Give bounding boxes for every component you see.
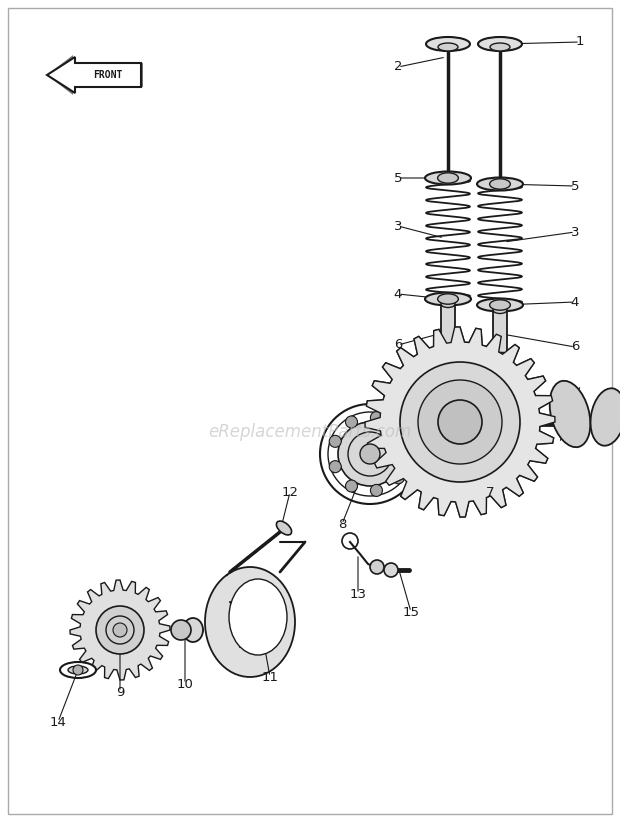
Polygon shape: [365, 327, 555, 517]
Text: 14: 14: [50, 715, 66, 728]
Polygon shape: [47, 55, 143, 95]
Ellipse shape: [438, 293, 458, 304]
Text: 12: 12: [281, 486, 298, 498]
Ellipse shape: [486, 353, 514, 362]
Ellipse shape: [229, 579, 287, 655]
Text: 5: 5: [394, 172, 402, 184]
Polygon shape: [70, 580, 170, 680]
Circle shape: [384, 563, 398, 577]
Ellipse shape: [425, 293, 471, 306]
Ellipse shape: [477, 298, 523, 312]
Ellipse shape: [590, 388, 620, 446]
Circle shape: [392, 424, 404, 436]
Text: 2: 2: [394, 61, 402, 73]
Text: 6: 6: [394, 339, 402, 352]
FancyBboxPatch shape: [493, 310, 507, 357]
FancyBboxPatch shape: [441, 304, 455, 351]
Circle shape: [418, 380, 502, 464]
Circle shape: [400, 362, 520, 482]
Text: 10: 10: [177, 677, 193, 690]
Text: 1: 1: [576, 35, 584, 48]
Text: 5: 5: [571, 179, 579, 192]
Text: FRONT: FRONT: [94, 70, 123, 80]
Ellipse shape: [205, 567, 295, 677]
Ellipse shape: [68, 666, 88, 674]
Circle shape: [418, 380, 502, 464]
Ellipse shape: [618, 408, 620, 436]
Circle shape: [360, 444, 380, 464]
Circle shape: [370, 560, 384, 574]
Ellipse shape: [478, 37, 522, 51]
Circle shape: [370, 484, 383, 496]
Ellipse shape: [183, 618, 203, 642]
Text: 7: 7: [485, 486, 494, 498]
Ellipse shape: [490, 43, 510, 51]
Text: 11: 11: [262, 671, 278, 684]
Text: 15: 15: [402, 606, 420, 618]
Circle shape: [73, 665, 83, 675]
Ellipse shape: [490, 300, 510, 310]
Ellipse shape: [426, 37, 470, 51]
Ellipse shape: [60, 662, 96, 678]
Ellipse shape: [493, 307, 507, 313]
Text: eReplacementParts.com: eReplacementParts.com: [208, 423, 412, 441]
Circle shape: [401, 448, 413, 460]
Text: 6: 6: [571, 340, 579, 353]
Circle shape: [345, 416, 358, 428]
Circle shape: [96, 606, 144, 654]
Ellipse shape: [490, 179, 510, 189]
Circle shape: [345, 480, 358, 492]
Ellipse shape: [434, 347, 462, 355]
Text: 8: 8: [338, 518, 346, 530]
Ellipse shape: [425, 172, 471, 184]
Ellipse shape: [441, 301, 455, 307]
Circle shape: [370, 412, 383, 423]
Ellipse shape: [550, 381, 590, 447]
Text: 4: 4: [571, 295, 579, 308]
Text: 13: 13: [350, 588, 366, 601]
Circle shape: [329, 460, 341, 473]
Ellipse shape: [438, 173, 458, 183]
Circle shape: [329, 436, 341, 447]
Text: 4: 4: [394, 288, 402, 301]
Text: 9: 9: [116, 686, 124, 699]
Circle shape: [438, 400, 482, 444]
Circle shape: [450, 412, 470, 432]
Circle shape: [392, 472, 404, 484]
Ellipse shape: [438, 43, 458, 51]
Circle shape: [400, 362, 520, 482]
Ellipse shape: [477, 178, 523, 191]
Circle shape: [113, 623, 127, 637]
Text: 3: 3: [571, 225, 579, 238]
Circle shape: [438, 400, 482, 444]
Text: 3: 3: [394, 219, 402, 233]
Polygon shape: [365, 327, 555, 517]
Ellipse shape: [277, 521, 291, 535]
Circle shape: [171, 620, 191, 640]
Polygon shape: [47, 57, 141, 93]
Circle shape: [338, 422, 402, 486]
Circle shape: [320, 404, 420, 504]
